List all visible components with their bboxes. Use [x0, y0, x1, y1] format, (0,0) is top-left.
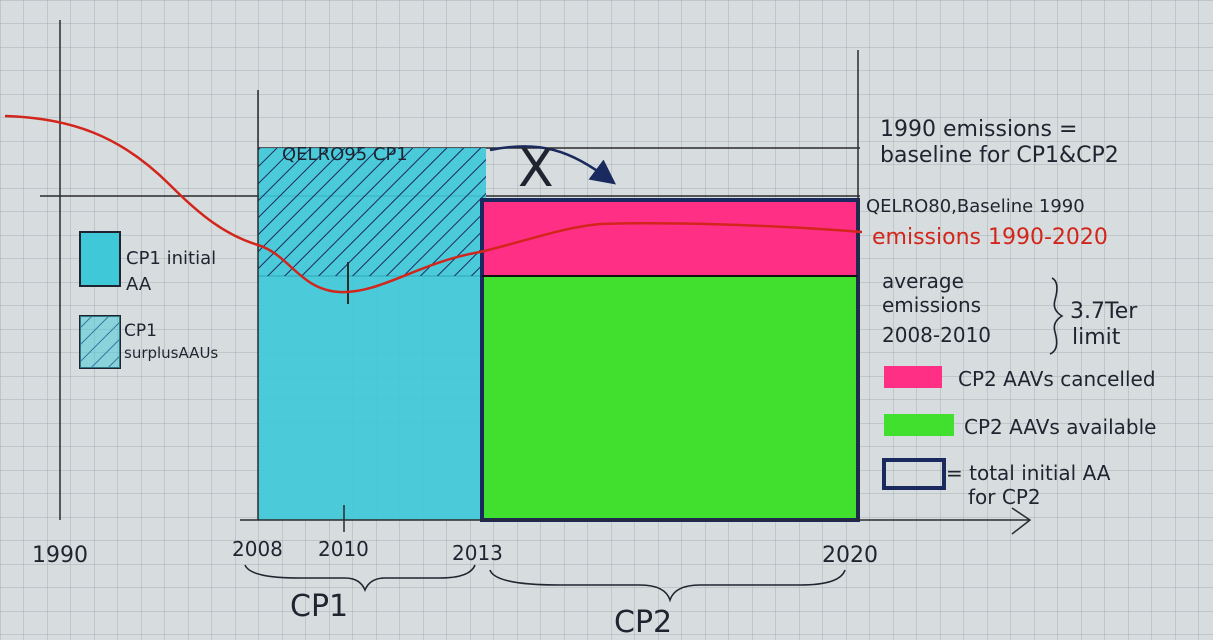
- legend-cp1-surplus-fill: [80, 316, 120, 368]
- cp2-cancelled-block: [482, 200, 858, 276]
- legend-total-swatch: [882, 458, 946, 490]
- average-brace: [1049, 277, 1064, 355]
- cp2-available-block: [482, 276, 858, 520]
- cp1-surplus-aau-hatch: [258, 148, 486, 276]
- tick-2008-label: 2008: [232, 537, 283, 561]
- carryover-arrow-icon: [489, 145, 617, 185]
- legend-total-line2: for CP2: [968, 485, 1041, 509]
- tick-1990-label: 1990: [32, 543, 88, 568]
- legend-cancelled-label: CP2 AAVs cancelled: [958, 367, 1156, 391]
- baseline-label-line1: 1990 emissions =: [880, 117, 1077, 142]
- legend-cp1-surplus-line1: CP1: [124, 321, 157, 341]
- x-axis-arrow-icon: [1011, 507, 1032, 535]
- tick-2013-label: 2013: [452, 541, 503, 565]
- period-cp1-label: CP1: [290, 589, 348, 624]
- legend-cp1-surplus-line2: surplusAAUs: [124, 344, 218, 362]
- average-label-line2: emissions: [882, 293, 981, 317]
- legend-available-swatch: [884, 414, 954, 436]
- baseline-label-line2: baseline for CP1&CP2: [880, 143, 1119, 168]
- strikeout-x-mark: X: [518, 139, 554, 199]
- period-cp2-label: CP2: [614, 605, 672, 640]
- average-label-line1: average: [882, 269, 964, 293]
- legend-available-label: CP2 AAVs available: [964, 415, 1156, 439]
- qelro-cp2-label: QELRO80,Baseline 1990: [866, 196, 1085, 217]
- limit-word-label: limit: [1072, 325, 1121, 350]
- cp1-brace: [244, 564, 476, 593]
- average-label-line3: 2008-2010: [882, 323, 991, 347]
- emissions-series-label: emissions 1990-2020: [872, 225, 1108, 250]
- legend-cancelled-swatch: [884, 366, 942, 388]
- legend-cp1-initial-swatch: [79, 231, 121, 287]
- legend-cp1-initial-line1: CP1 initial: [126, 248, 216, 269]
- tick-2010-label: 2010: [318, 537, 369, 561]
- legend-cp1-initial-line2: AA: [126, 274, 152, 295]
- tick-2020-label: 2020: [822, 543, 878, 568]
- cp2-brace: [489, 569, 846, 603]
- qelro-cp1-label: QELRO95 CP1: [282, 144, 408, 165]
- emissions-curve: [4, 114, 863, 294]
- legend-total-line1: = total initial AA: [946, 461, 1111, 485]
- limit-value-label: 3.7Ter: [1070, 299, 1138, 324]
